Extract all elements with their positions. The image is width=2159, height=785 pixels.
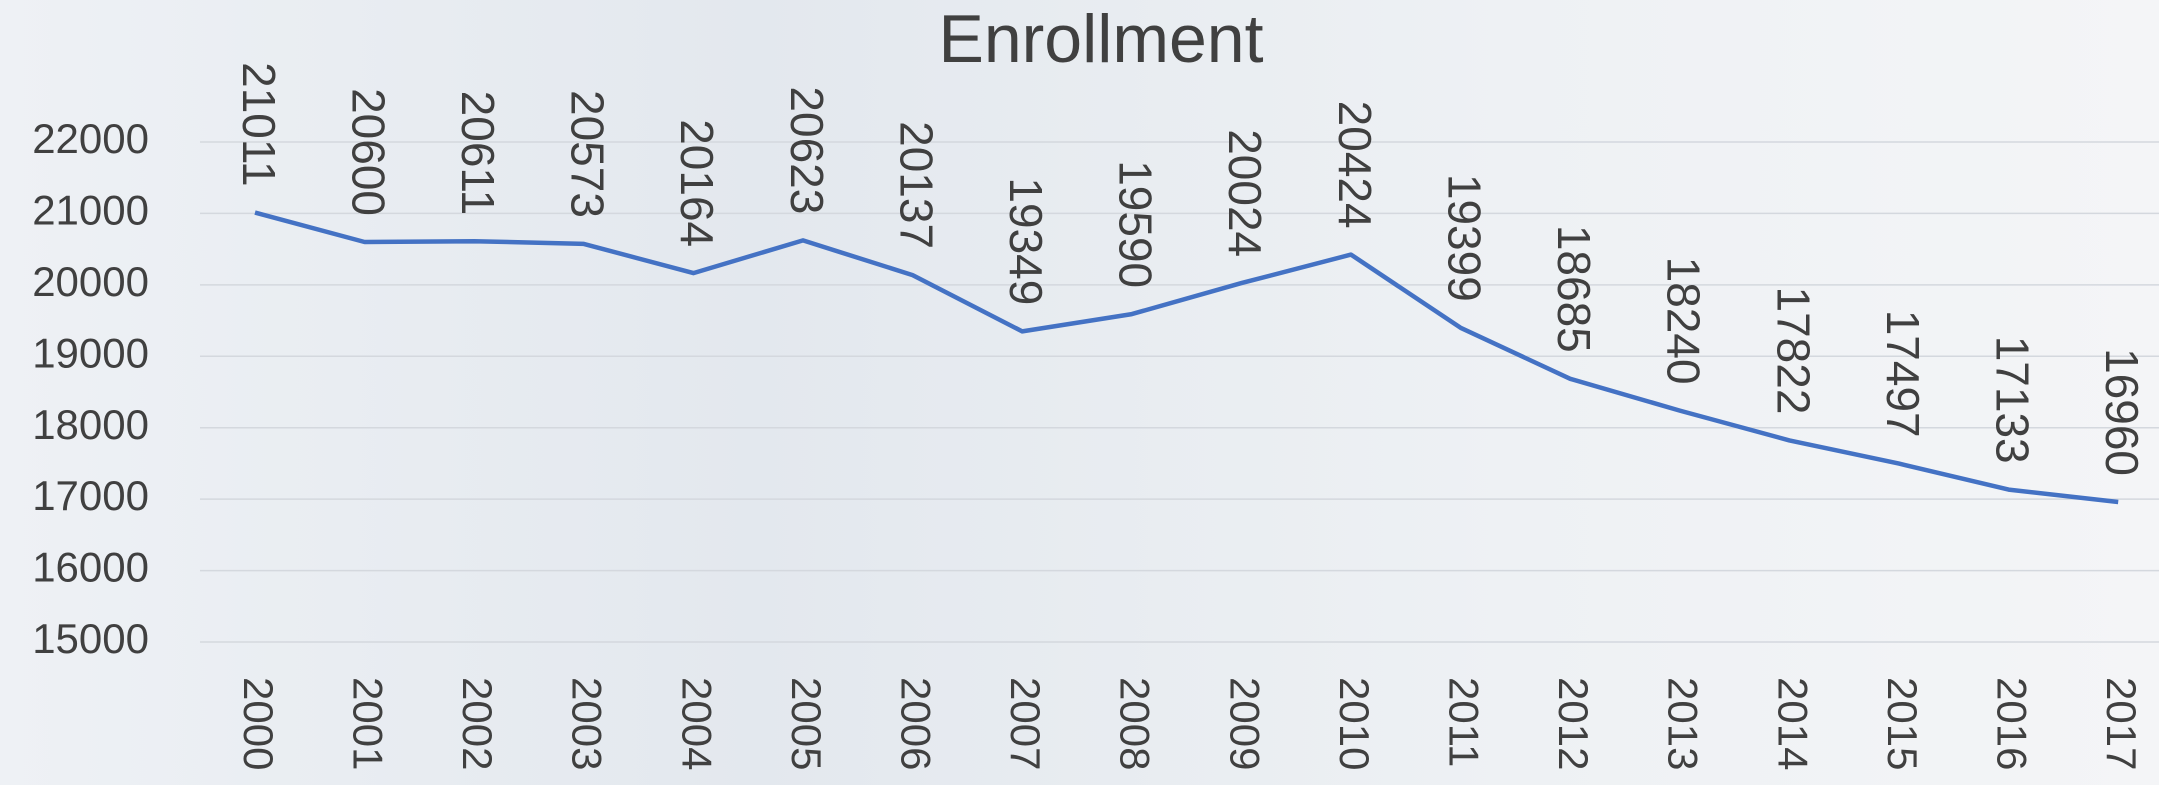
x-tick-label: 2003 (564, 677, 611, 770)
data-label: 21011 (233, 62, 285, 187)
x-tick-label: 2013 (1660, 677, 1707, 770)
x-tick-label: 2004 (673, 677, 720, 770)
data-label: 19349 (1000, 177, 1052, 305)
x-tick-label: 2000 (235, 677, 282, 770)
x-tick-label: 2002 (454, 677, 501, 770)
data-label: 19590 (1110, 160, 1162, 288)
x-tick-label: 2015 (1879, 677, 1926, 770)
data-label: 17822 (1767, 287, 1819, 415)
x-tick-label: 2011 (1441, 677, 1488, 767)
data-label: 18240 (1658, 257, 1710, 385)
y-tick-label: 22000 (32, 115, 149, 162)
y-tick-label: 21000 (32, 187, 149, 234)
data-label: 20024 (1219, 129, 1271, 257)
data-label: 20600 (342, 88, 394, 216)
x-tick-label: 2007 (1002, 677, 1049, 770)
data-label: 20137 (890, 121, 942, 249)
y-tick-label: 16000 (32, 544, 149, 591)
data-label: 18685 (1548, 225, 1600, 353)
data-label: 20623 (781, 86, 833, 214)
data-label: 20424 (1329, 101, 1381, 229)
x-tick-label: 2012 (1550, 677, 1597, 770)
x-tick-label: 2014 (1769, 677, 1816, 770)
x-tick-label: 2005 (783, 677, 830, 770)
y-tick-label: 15000 (32, 615, 149, 662)
y-tick-label: 18000 (32, 401, 149, 448)
x-tick-label: 2016 (1989, 677, 2036, 770)
x-tick-label: 2017 (2098, 677, 2145, 770)
data-label: 17133 (1986, 336, 2038, 464)
data-line (254, 210, 2119, 505)
chart-title: Enrollment (938, 1, 1263, 77)
x-tick-label: 2006 (893, 677, 940, 770)
data-label: 16960 (2096, 348, 2148, 476)
data-label: 20164 (671, 119, 723, 247)
x-tick-label: 2008 (1112, 677, 1159, 770)
y-tick-label: 17000 (32, 472, 149, 519)
x-tick-label: 2001 (345, 677, 392, 770)
data-label: 20573 (562, 90, 614, 218)
x-tick-label: 2010 (1331, 677, 1378, 770)
data-label: 19399 (1438, 174, 1490, 302)
data-label: 17497 (1877, 310, 1929, 438)
y-tick-label: 19000 (32, 329, 149, 376)
x-tick-label: 2009 (1221, 677, 1268, 770)
data-label: 20611 (452, 91, 504, 216)
y-tick-label: 20000 (32, 258, 149, 305)
